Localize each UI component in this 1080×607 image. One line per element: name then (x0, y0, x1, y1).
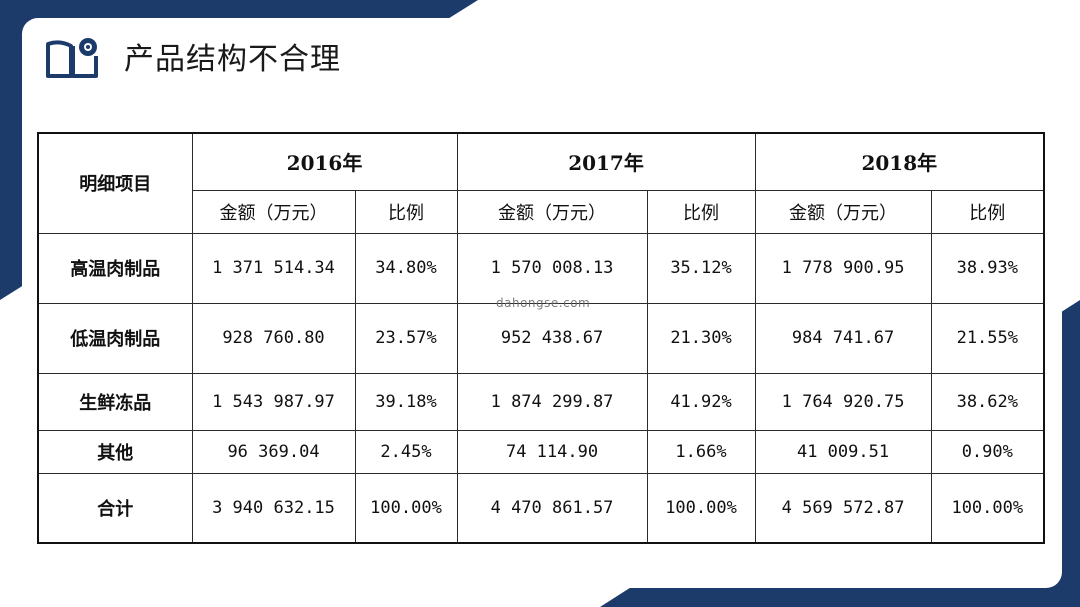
row-label: 低温肉制品 (37, 302, 193, 374)
amount-header: 金额（万元） (456, 189, 648, 234)
ratio-cell: 100.00% (646, 472, 756, 544)
amount-cell: 96 369.04 (191, 429, 356, 474)
amount-cell: 4 569 572.87 (754, 472, 932, 544)
ratio-header: 比例 (354, 189, 458, 234)
sub-header-row: 金额（万元） 比例 金额（万元） 比例 金额（万元） 比例 (38, 189, 1045, 234)
amount-cell: 928 760.80 (191, 302, 356, 374)
table-row: 高温肉制品 1 371 514.34 34.80% 1 570 008.13 3… (37, 232, 1045, 304)
table-row: 其他 96 369.04 2.45% 74 114.90 1.66% 41 00… (37, 429, 1045, 474)
ratio-header: 比例 (930, 189, 1045, 234)
amount-cell: 3 940 632.15 (191, 472, 356, 544)
amount-header: 金额（万元） (191, 189, 356, 234)
amount-cell: 74 114.90 (456, 429, 648, 474)
ratio-cell: 21.30% (646, 302, 756, 374)
ratio-cell: 100.00% (354, 472, 458, 544)
amount-cell: 1 874 299.87 (456, 372, 648, 431)
amount-cell: 1 371 514.34 (191, 232, 356, 304)
ratio-cell: 23.57% (354, 302, 458, 374)
amount-cell: 1 543 987.97 (191, 372, 356, 431)
ratio-header: 比例 (646, 189, 756, 234)
year-header: 2018年 (754, 132, 1045, 191)
book-icon (46, 38, 98, 78)
amount-cell: 952 438.67 (456, 302, 648, 374)
year-header: 2016年 (191, 132, 458, 191)
amount-cell: 984 741.67 (754, 302, 932, 374)
year-header: 2017年 (456, 132, 756, 191)
row-label: 其他 (37, 429, 193, 474)
amount-cell: 1 764 920.75 (754, 372, 932, 431)
table-row: 生鲜冻品 1 543 987.97 39.18% 1 874 299.87 41… (37, 372, 1045, 431)
ratio-cell: 38.62% (930, 372, 1045, 431)
amount-cell: 1 570 008.13 (456, 232, 648, 304)
amount-cell: 1 778 900.95 (754, 232, 932, 304)
amount-header: 金额（万元） (754, 189, 932, 234)
row-label: 生鲜冻品 (37, 372, 193, 431)
ratio-cell: 38.93% (930, 232, 1045, 304)
ratio-cell: 21.55% (930, 302, 1045, 374)
row-header-label: 明细项目 (37, 132, 193, 234)
ratio-cell: 41.92% (646, 372, 756, 431)
amount-cell: 4 470 861.57 (456, 472, 648, 544)
ratio-cell: 2.45% (354, 429, 458, 474)
year-header-row: 明细项目 2016年 2017年 2018年 (37, 132, 1045, 234)
table-row: 低温肉制品 928 760.80 23.57% 952 438.67 21.30… (37, 302, 1045, 374)
row-label: 合计 (37, 472, 193, 544)
row-label: 高温肉制品 (37, 232, 193, 304)
table-row-total: 合计 3 940 632.15 100.00% 4 470 861.57 100… (37, 472, 1045, 544)
watermark-text: dahongse.com (496, 296, 591, 310)
amount-cell: 41 009.51 (754, 429, 932, 474)
ratio-cell: 0.90% (930, 429, 1045, 474)
ratio-cell: 35.12% (646, 232, 756, 304)
ratio-cell: 1.66% (646, 429, 756, 474)
ratio-cell: 34.80% (354, 232, 458, 304)
ratio-cell: 39.18% (354, 372, 458, 431)
product-structure-table: 明细项目 2016年 2017年 2018年 金额（万元） 比例 金额（万元） … (37, 132, 1046, 544)
page-title: 产品结构不合理 (124, 42, 341, 77)
ratio-cell: 100.00% (930, 472, 1045, 544)
